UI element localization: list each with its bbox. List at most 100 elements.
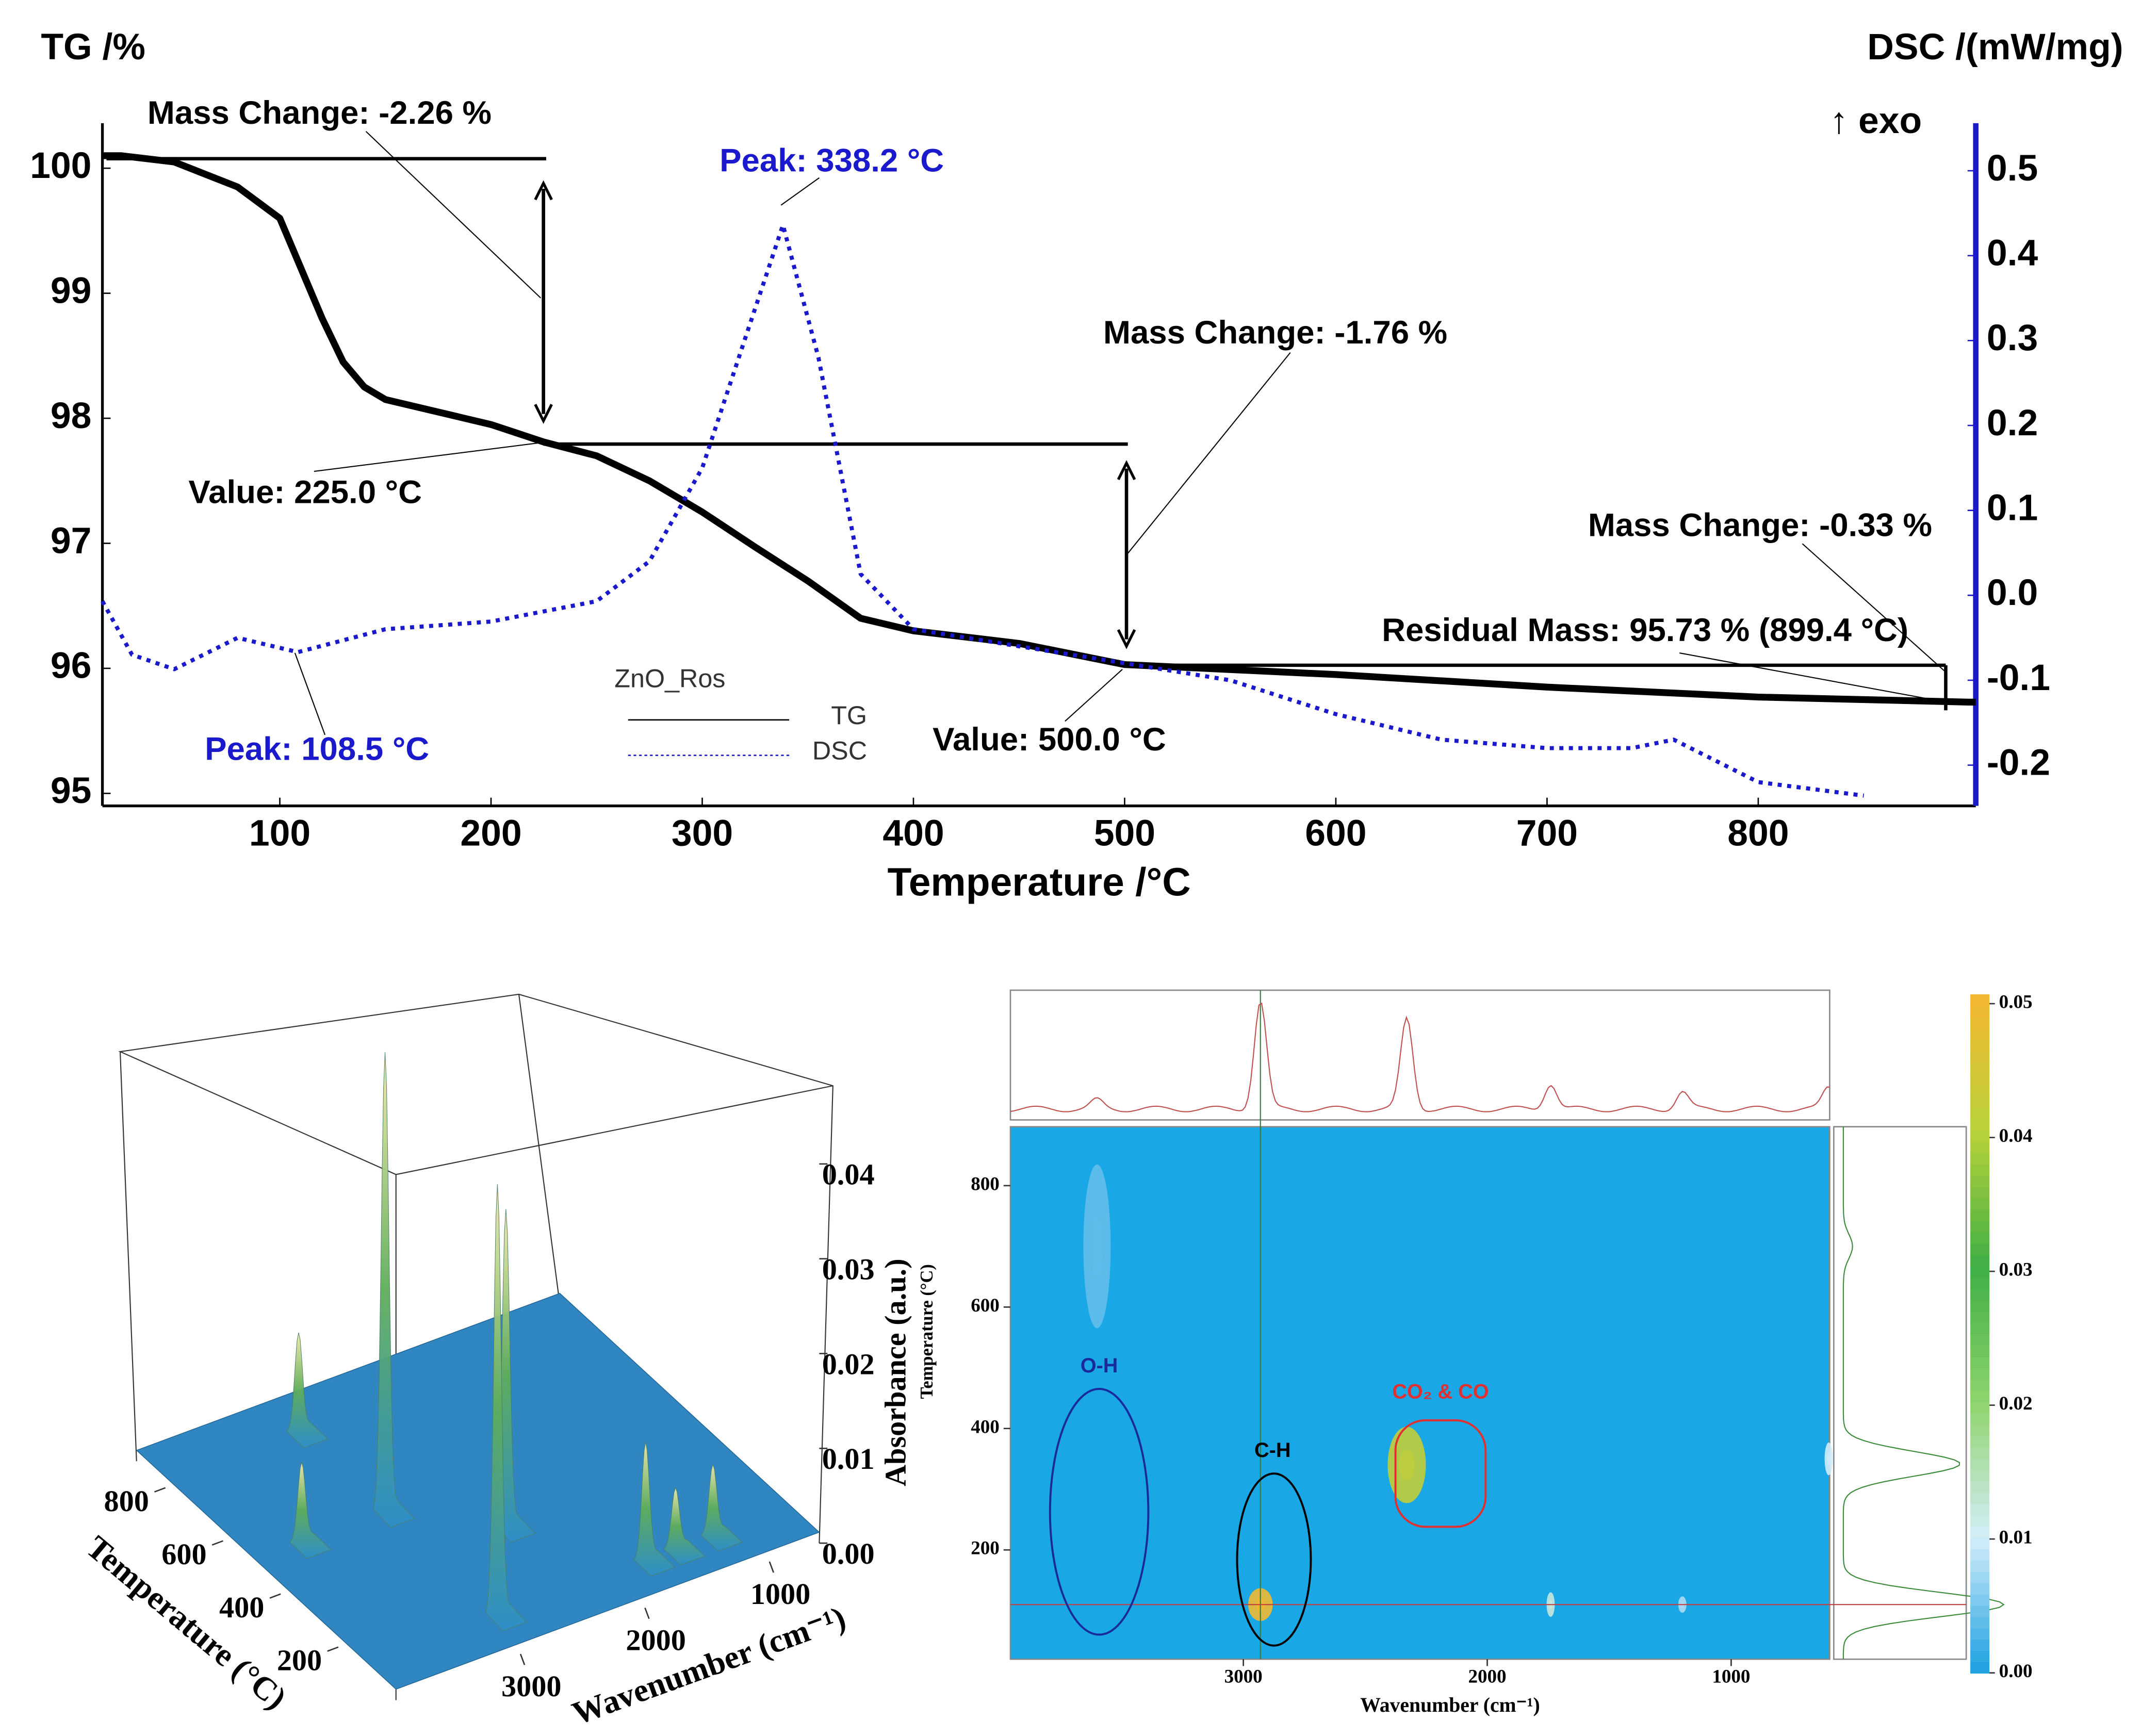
y-tick-label: 400 — [219, 1591, 264, 1624]
x-tick-label: 1000 — [1712, 1666, 1750, 1688]
colorbar-cell — [1970, 1051, 1990, 1063]
colorbar-cell — [1970, 1526, 1990, 1538]
colorbar-cell — [1970, 1390, 1990, 1402]
colorbar-cell — [1970, 1514, 1990, 1527]
surface-peak — [372, 1052, 415, 1528]
series-line — [101, 223, 1865, 798]
annotation: Value: 225.0 °C — [188, 474, 422, 511]
region-label: O-H — [1081, 1354, 1118, 1377]
leader-line — [365, 131, 542, 299]
x-axis-title: Temperature /°C — [888, 860, 1191, 904]
oh-outline — [1049, 1387, 1150, 1636]
co2-outline — [1394, 1419, 1487, 1528]
y-tick-label: 600 — [161, 1537, 206, 1571]
y-tick — [211, 1540, 223, 1546]
colorbar-cell — [1970, 1186, 1990, 1199]
spectrum-frame — [1009, 989, 1831, 1121]
y-tick-label: 95 — [51, 770, 91, 811]
heat-spot-core — [1091, 1214, 1103, 1280]
y-tick — [327, 1646, 339, 1652]
colorbar-cell — [1970, 1299, 1990, 1312]
colorbar-label: 0.03 — [1999, 1259, 2033, 1281]
colorbar-cell — [1970, 1017, 1990, 1029]
y-tick — [154, 1487, 166, 1493]
y-tick-label: 800 — [971, 1173, 1000, 1194]
annotation: Mass Change: -2.26 % — [148, 94, 492, 131]
surface-peak — [289, 1462, 332, 1559]
y-tick-label: 600 — [971, 1295, 1000, 1316]
y-axis-title: Temperature (°C) — [917, 1264, 937, 1399]
y-tick-label: 200 — [971, 1538, 1000, 1559]
legend-label: TG — [831, 700, 867, 730]
colorbar-cell — [1970, 1073, 1990, 1086]
colorbar-cell — [1970, 1435, 1990, 1448]
y-tick — [269, 1593, 281, 1599]
profile-frame — [1833, 1126, 1967, 1660]
surface-peak — [663, 1487, 706, 1566]
y2-tick-label: 0.2 — [1987, 402, 2038, 444]
colorbar-cell — [1970, 1413, 1990, 1425]
colorbar-cell — [1970, 1130, 1990, 1142]
leader-line — [1127, 352, 1291, 554]
legend-label: DSC — [812, 736, 867, 765]
colorbar-cell — [1970, 1107, 1990, 1120]
colorbar-cell — [1970, 994, 1990, 1007]
colorbar-cell — [1970, 1152, 1990, 1165]
colorbar-cell — [1970, 1457, 1990, 1470]
colorbar-cell — [1970, 1537, 1990, 1549]
y-tick-label: 100 — [30, 145, 91, 186]
z-tick-label: 0.01 — [822, 1442, 875, 1476]
colorbar-cell — [1970, 1175, 1990, 1187]
y2-axis-title: DSC /(mW/mg) — [1867, 26, 2123, 68]
colorbar-cell — [1970, 1616, 1990, 1629]
ch-outline — [1236, 1472, 1312, 1647]
heat-spot-core — [1399, 1449, 1415, 1481]
colorbar-cell — [1970, 1560, 1990, 1572]
heat-spot-core — [1827, 1452, 1831, 1466]
colorbar-cell — [1970, 1198, 1990, 1210]
box-edge — [119, 1052, 137, 1462]
colorbar-cell — [1970, 1401, 1990, 1414]
y-tick-label: 99 — [51, 270, 91, 311]
x-tick-label: 500 — [1094, 813, 1155, 854]
colorbar-cell — [1970, 1605, 1990, 1617]
colorbar-cell — [1970, 1322, 1990, 1335]
colorbar-cell — [1970, 1141, 1990, 1154]
x-tick-label: 2000 — [626, 1624, 685, 1657]
colorbar-cell — [1970, 1447, 1990, 1459]
annotation: Value: 500.0 °C — [933, 721, 1166, 758]
colorbar-label: 0.01 — [1999, 1527, 2033, 1548]
y2-tick-label: -0.1 — [1987, 657, 2050, 698]
z-tick-label: 0.00 — [822, 1537, 875, 1570]
z-tick-label: 0.04 — [822, 1158, 875, 1191]
colorbar-cell — [1970, 1571, 1990, 1583]
box-edge — [396, 1085, 833, 1175]
x-tick-label: 400 — [882, 813, 944, 854]
colorbar-cell — [1970, 1209, 1990, 1221]
y2-tick-label: 0.3 — [1987, 317, 2038, 358]
region-label: CO₂ & CO — [1392, 1380, 1489, 1403]
colorbar-cell — [1970, 1503, 1990, 1515]
colorbar-cell — [1970, 1028, 1990, 1040]
x-tick-label: 300 — [672, 813, 733, 854]
surface-peak — [633, 1442, 676, 1577]
box-edge — [518, 994, 561, 1304]
x-tick-label: 100 — [249, 813, 310, 854]
arrow-head — [534, 180, 553, 424]
colorbar-cell — [1970, 1266, 1990, 1278]
colorbar-cell — [1970, 1492, 1990, 1504]
colorbar-cell — [1970, 1379, 1990, 1391]
annotation: Mass Change: -0.33 % — [1588, 506, 1932, 543]
x-tick-label: 600 — [1305, 813, 1366, 854]
top-spectrum — [1010, 1002, 1830, 1112]
colorbar-cell — [1970, 1288, 1990, 1301]
y2-tick-label: 0.4 — [1987, 233, 2038, 274]
leader-line — [1065, 669, 1123, 722]
x-tick-label: 700 — [1516, 813, 1578, 854]
annotation: Mass Change: -1.76 % — [1103, 314, 1447, 351]
x-tick-label: 1000 — [750, 1577, 810, 1611]
colorbar-cell — [1970, 1164, 1990, 1176]
x-tick-label: 800 — [1727, 813, 1789, 854]
